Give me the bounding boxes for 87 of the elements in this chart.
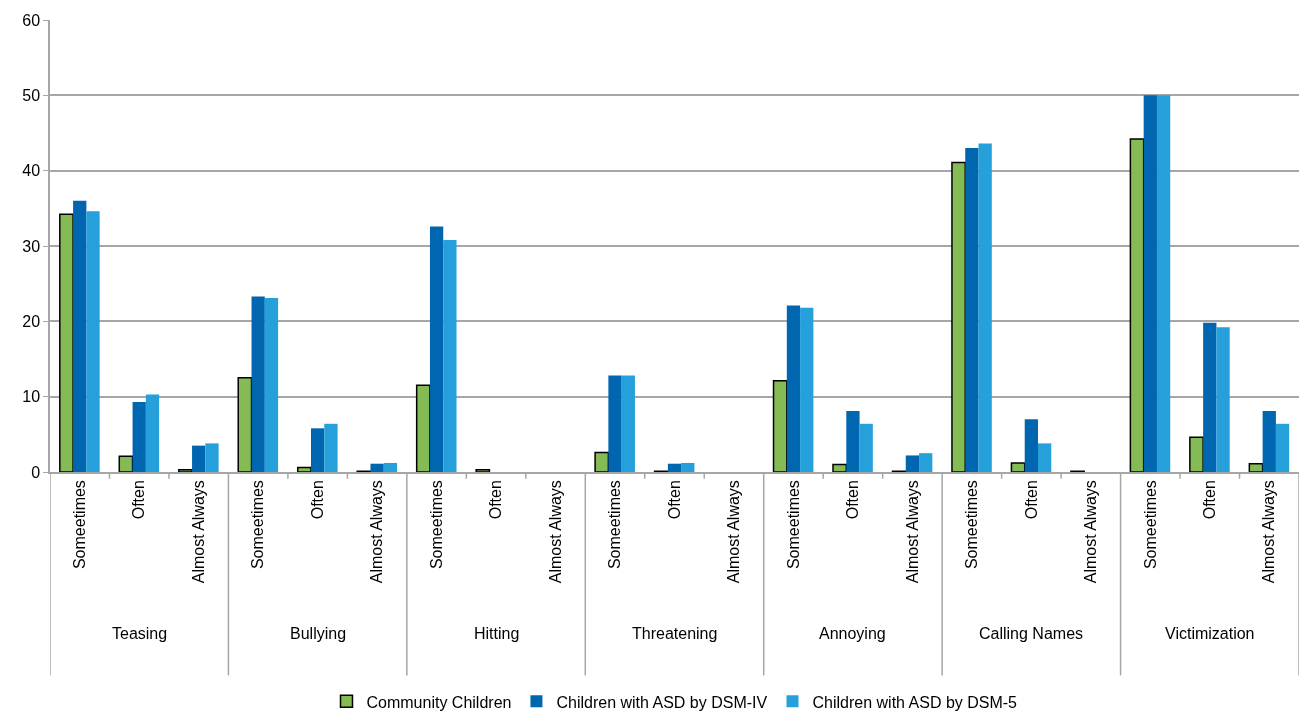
- text: Bullying: [290, 625, 347, 642]
- bar: [681, 462, 695, 472]
- legend-label: Children with ASD by DSM-IV: [556, 693, 768, 711]
- bar: [1156, 95, 1171, 472]
- x-tick-label: Often: [130, 480, 148, 520]
- bar: [859, 423, 873, 472]
- bar: [132, 401, 146, 472]
- bar: [594, 451, 610, 472]
- bar: [1262, 410, 1276, 472]
- x-tick-label: Almost Always: [903, 480, 921, 584]
- bar: [324, 423, 338, 472]
- bar: [1010, 462, 1026, 472]
- x-tick-label: Someetimes: [784, 480, 802, 570]
- bar: [264, 297, 279, 472]
- y-tick-label: 50: [22, 86, 41, 104]
- y-tick-label: 10: [22, 388, 41, 406]
- bar: [118, 455, 134, 472]
- bar: [951, 161, 966, 472]
- x-tick-label: Someetimes: [427, 480, 445, 570]
- bar: [251, 296, 265, 472]
- text: Victimization: [1165, 625, 1255, 642]
- bar: [1189, 436, 1204, 472]
- x-tick-label: Almost Always: [1260, 480, 1278, 584]
- bar: [443, 239, 457, 472]
- x-tick-label: Often: [844, 480, 862, 520]
- x-tick-label: Often: [487, 480, 505, 520]
- bar: [978, 143, 992, 472]
- bar: [429, 226, 444, 472]
- x-tick-label: Someetimes: [606, 480, 624, 570]
- bar: [205, 443, 219, 472]
- x-tick-label: Almost Always: [368, 480, 386, 584]
- x-tick-label: Often: [665, 480, 683, 520]
- x-tick-label: Almost Always: [1082, 480, 1100, 584]
- bar: [296, 466, 312, 472]
- x-tick-label: Someetimes: [70, 480, 88, 570]
- bar: [415, 384, 431, 472]
- text: Annoying: [819, 625, 886, 642]
- text: Hitting: [474, 625, 520, 642]
- bar: [621, 375, 635, 472]
- bar: [59, 213, 74, 472]
- bar: [145, 394, 160, 472]
- bar: [370, 463, 384, 472]
- bar: [311, 428, 325, 472]
- bar: [786, 305, 801, 472]
- y-tick-label: 20: [22, 312, 41, 330]
- y-tick-label: 0: [31, 463, 41, 481]
- bar: [383, 462, 398, 472]
- bar: [475, 468, 491, 472]
- x-tick-label: Often: [1200, 480, 1218, 520]
- bar: [73, 200, 87, 472]
- bar: [772, 380, 788, 472]
- bar: [1275, 423, 1290, 472]
- legend-label: Children with ASD by DSM-5: [812, 693, 1018, 711]
- bar: [1129, 138, 1145, 472]
- x-tick-label: Often: [308, 480, 326, 520]
- bar: [965, 148, 979, 472]
- x-tick-label: Almost Always: [546, 480, 564, 584]
- x-tick-label: Someetimes: [1141, 480, 1159, 570]
- bar: [1038, 443, 1052, 472]
- legend-label: Community Children: [366, 693, 512, 711]
- x-tick-label: Almost Always: [189, 480, 207, 584]
- bar: [178, 468, 193, 472]
- bar: [832, 463, 848, 472]
- text: Calling Names: [979, 625, 1084, 642]
- y-tick-label: 30: [22, 237, 41, 255]
- x-tick-label: Almost Always: [725, 480, 743, 584]
- bar: [86, 211, 100, 472]
- x-tick-label: Someetimes: [963, 480, 981, 570]
- bar: [1203, 322, 1217, 472]
- bar: [905, 455, 920, 472]
- bar: [667, 463, 682, 472]
- bar: [919, 453, 933, 472]
- bar: [1143, 95, 1157, 472]
- x-tick-label: Someetimes: [249, 480, 267, 570]
- x-tick-label: Often: [1022, 480, 1040, 520]
- bar: [1024, 419, 1038, 472]
- y-tick-label: 60: [22, 11, 41, 29]
- bar: [192, 445, 206, 472]
- bar: [1216, 327, 1230, 472]
- y-tick-label: 40: [22, 162, 41, 180]
- bar: [237, 377, 253, 472]
- bar: [608, 375, 622, 472]
- bar: [846, 410, 860, 472]
- text: Teasing: [112, 625, 168, 642]
- bar: [800, 307, 814, 472]
- bar: [1248, 462, 1264, 472]
- text: Threatening: [632, 625, 718, 642]
